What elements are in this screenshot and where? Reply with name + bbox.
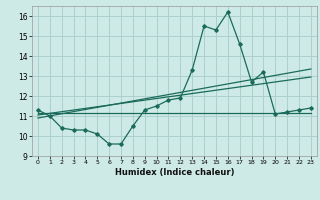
X-axis label: Humidex (Indice chaleur): Humidex (Indice chaleur) bbox=[115, 168, 234, 177]
